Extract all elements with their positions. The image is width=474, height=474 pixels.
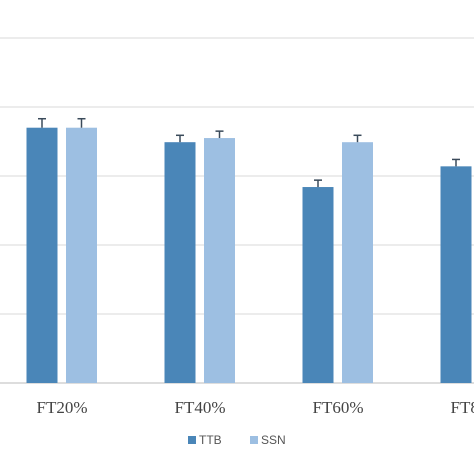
legend-label: SSN <box>261 433 286 447</box>
error-bar <box>77 117 86 128</box>
legend-swatch <box>250 436 258 444</box>
bar <box>26 127 58 383</box>
bar <box>440 166 472 383</box>
bar <box>342 142 373 383</box>
error-bar <box>353 134 362 143</box>
error-bar <box>215 130 224 139</box>
error-bar <box>38 117 46 128</box>
bar <box>302 187 334 383</box>
bar <box>66 127 97 383</box>
error-bar <box>176 134 184 143</box>
legend-label: TTB <box>199 433 222 447</box>
x-tick-label: FT60% <box>313 398 364 417</box>
error-bar <box>452 158 460 167</box>
x-tick-label: FT40% <box>175 398 226 417</box>
bar <box>204 138 235 383</box>
error-bar <box>314 179 322 188</box>
x-tick-label: FT80% <box>451 398 474 417</box>
x-tick-label: FT20% <box>37 398 88 417</box>
legend-swatch <box>188 436 196 444</box>
bar <box>164 142 196 383</box>
